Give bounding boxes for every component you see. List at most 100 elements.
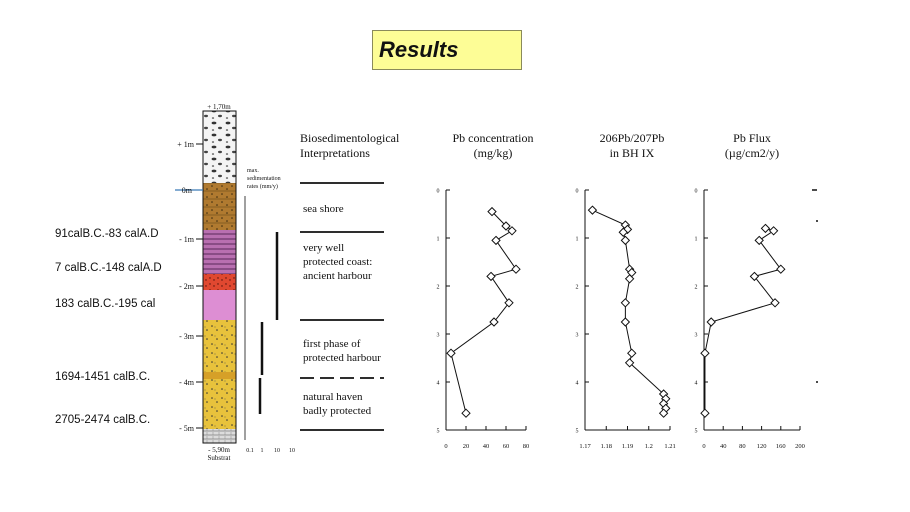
data-point xyxy=(446,348,456,358)
y-tick-label: 2 xyxy=(576,285,579,291)
y-tick-label: 4 xyxy=(576,381,579,387)
chart-title-line-1: Pb Flux xyxy=(733,131,771,145)
x-tick-label: 200 xyxy=(795,443,805,450)
interp-header-line: Interpretations xyxy=(300,146,370,160)
column-bottom-label: - 5,90m xyxy=(208,446,230,454)
isotope-ratio-chart: 0 1 2 3 4 5 1.17 1.18 1.19 1.2 1.21 xyxy=(576,189,676,451)
x-tick-label: 0 xyxy=(702,443,705,450)
sed-tick: 10 xyxy=(274,448,280,454)
y-tick-label: 3 xyxy=(695,333,698,339)
x-tick-label: 40 xyxy=(720,443,727,450)
zone-text: ancient harbour xyxy=(303,270,372,282)
y-tick-label: 2 xyxy=(437,285,440,291)
sed-label-line: max. xyxy=(247,168,259,174)
x-tick-label: 1.21 xyxy=(664,443,675,450)
date-label: 2705-2474 calB.C. xyxy=(55,414,151,426)
y-tick-label: 3 xyxy=(437,333,440,339)
zone-text: badly protected xyxy=(303,405,372,417)
chart-title-line-1: Pb concentration xyxy=(453,131,534,145)
x-tick-label: 1.18 xyxy=(601,443,612,450)
series-line xyxy=(450,211,517,414)
data-point xyxy=(776,264,786,274)
y-tick-label: 5 xyxy=(695,429,698,435)
x-tick-label: 0 xyxy=(444,443,447,450)
y-tick-label: 0 xyxy=(695,189,698,195)
data-point xyxy=(501,221,511,231)
layer-brown-sand xyxy=(203,183,236,230)
column-outline xyxy=(202,110,237,444)
y-tick-label: 1 xyxy=(576,237,579,243)
x-tick-label: 1.19 xyxy=(622,443,633,450)
y-tick-label: 0 xyxy=(576,189,579,195)
x-tick-label: 1.17 xyxy=(579,443,591,450)
x-tick-label: 120 xyxy=(757,443,767,450)
chart-title-line-1: 206Pb/207Pb xyxy=(600,131,665,145)
depth-tick-label: - 4m xyxy=(179,378,195,387)
data-point xyxy=(620,298,631,308)
slide-title: Results xyxy=(379,37,459,62)
y-tick-label: 1 xyxy=(437,237,440,243)
pb-flux-chart: 0 1 2 3 4 5 0 40 80 120 160 200 xyxy=(695,189,805,451)
zone-text: first phase of xyxy=(303,338,361,350)
layer-yellow-sand xyxy=(203,320,236,372)
interpretations-panel: Biosedimentological Interpretations sea … xyxy=(300,131,400,431)
y-tick-label: 5 xyxy=(576,429,579,435)
stratigraphic-column: + 1,70m - 5,90m Substrat xyxy=(202,103,237,462)
y-tick-label: 5 xyxy=(437,429,440,435)
chart-title-line-2: in BH IX xyxy=(610,146,655,160)
data-point xyxy=(618,227,628,237)
sed-tick: 1 xyxy=(261,448,264,454)
depth-tick-label: - 5m xyxy=(179,424,195,433)
data-point xyxy=(754,235,764,246)
edge-mark xyxy=(816,220,818,222)
data-point xyxy=(489,317,499,327)
x-tick-label: 40 xyxy=(483,443,490,450)
data-point xyxy=(624,358,635,368)
date-label: 183 calB.C.-195 cal xyxy=(55,298,156,310)
data-point xyxy=(658,408,669,418)
data-point xyxy=(486,271,496,282)
data-point xyxy=(700,348,710,358)
slide-title-box: Results xyxy=(372,30,522,70)
data-point xyxy=(587,205,598,215)
zone-text: protected harbour xyxy=(303,352,381,364)
data-point xyxy=(749,271,760,282)
sedimentation-panel: max. sedimentation rates (mm/y) 0.1 1 10… xyxy=(244,168,295,454)
depth-tick-label: - 3m xyxy=(179,332,195,341)
data-point xyxy=(627,348,637,358)
chart-title-line-2: (mg/kg) xyxy=(474,146,513,160)
data-point xyxy=(700,408,710,418)
zone-text: sea shore xyxy=(303,203,344,215)
layer-substrate xyxy=(203,429,236,443)
y-tick-label: 4 xyxy=(695,381,698,387)
x-tick-label: 60 xyxy=(503,443,510,450)
sed-label-line: rates (mm/y) xyxy=(247,183,278,190)
column-top-label: + 1,70m xyxy=(207,103,231,111)
interp-header-line: Biosedimentological xyxy=(300,131,400,145)
x-tick-label: 80 xyxy=(739,443,746,450)
layer-yellow-sand-lower xyxy=(203,379,236,429)
date-label: 7 calB.C.-148 calA.D xyxy=(55,262,162,274)
x-tick-label: 160 xyxy=(776,443,786,450)
data-point xyxy=(624,274,635,284)
depth-tick-label: - 2m xyxy=(179,282,195,291)
depth-tick-label: 0m xyxy=(182,186,193,195)
zone-text: natural haven xyxy=(303,391,363,403)
layer-magenta xyxy=(203,290,236,320)
y-tick-label: 1 xyxy=(695,237,698,243)
depth-ticks: + 1m 0m - 1m - 2m - 3m - 4m - 5m xyxy=(175,140,203,433)
date-label: 1694-1451 calB.C. xyxy=(55,371,151,383)
sed-tick: 0.1 xyxy=(246,448,254,454)
date-label: 91calB.C.-83 calA.D xyxy=(55,228,159,240)
data-point xyxy=(511,264,521,274)
zone-text: protected coast: xyxy=(303,256,372,268)
y-tick-label: 4 xyxy=(437,381,440,387)
zone-text: very well xyxy=(303,242,344,254)
series-line xyxy=(704,227,782,414)
data-point xyxy=(620,235,631,246)
y-tick-label: 2 xyxy=(695,285,698,291)
layer-red xyxy=(203,274,236,290)
data-point xyxy=(620,317,631,327)
layer-purple-banded xyxy=(203,230,236,274)
